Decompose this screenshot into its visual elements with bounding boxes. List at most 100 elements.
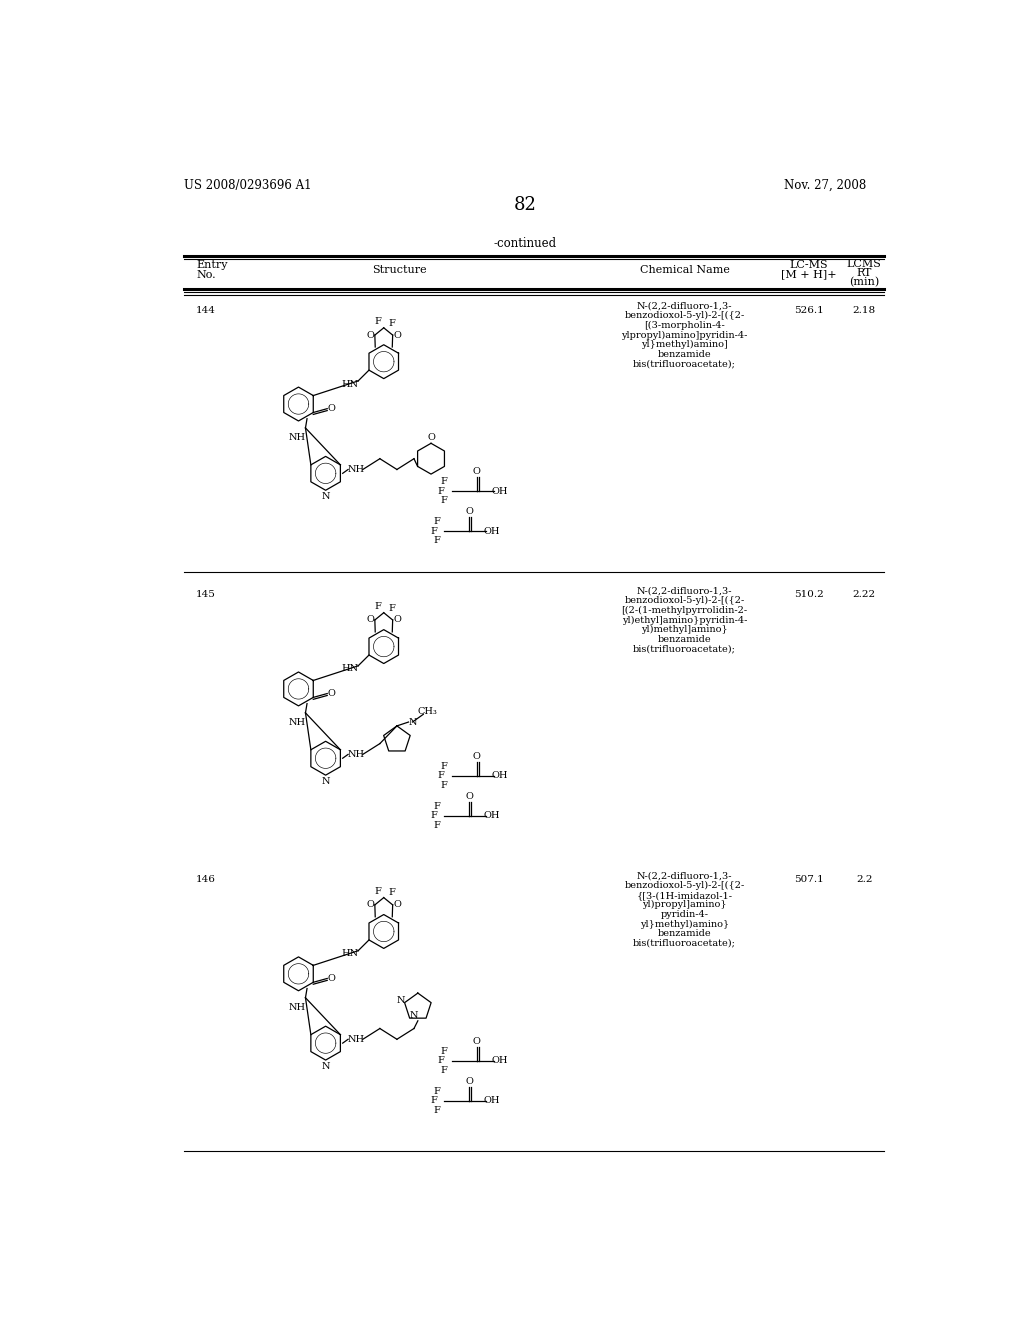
Text: F: F (374, 887, 381, 896)
Text: F: F (374, 602, 381, 611)
Text: [(3-morpholin-4-: [(3-morpholin-4- (644, 321, 725, 330)
Text: O: O (367, 330, 374, 339)
Text: HN: HN (342, 949, 359, 958)
Text: Entry: Entry (197, 260, 227, 271)
Text: bis(trifluoroacetate);: bis(trifluoroacetate); (633, 939, 736, 948)
Text: OH: OH (484, 527, 501, 536)
Text: F: F (433, 536, 440, 545)
Text: CH₃: CH₃ (418, 706, 438, 715)
Text: F: F (374, 317, 381, 326)
Text: 145: 145 (197, 590, 216, 599)
Text: yl}methyl)amino]: yl}methyl)amino] (641, 341, 728, 350)
Text: O: O (367, 900, 374, 909)
Text: N: N (396, 995, 404, 1005)
Text: benzamide: benzamide (657, 929, 712, 939)
Text: HN: HN (342, 380, 359, 388)
Text: HN: HN (342, 664, 359, 673)
Text: N-(2,2-difluoro-1,3-: N-(2,2-difluoro-1,3- (637, 871, 732, 880)
Text: pyridin-4-: pyridin-4- (660, 909, 709, 919)
Text: N: N (322, 492, 330, 500)
Text: O: O (393, 900, 401, 909)
Text: F: F (433, 803, 440, 812)
Text: F: F (430, 1097, 437, 1105)
Text: NH: NH (289, 718, 305, 727)
Text: No.: No. (197, 269, 216, 280)
Text: bis(trifluoroacetate);: bis(trifluoroacetate); (633, 359, 736, 368)
Text: LCMS: LCMS (847, 259, 882, 269)
Text: F: F (440, 478, 447, 486)
Text: F: F (433, 1088, 440, 1096)
Text: O: O (465, 507, 473, 516)
Text: (min): (min) (849, 277, 880, 288)
Text: 526.1: 526.1 (794, 306, 823, 314)
Text: F: F (440, 1047, 447, 1056)
Text: OH: OH (484, 1097, 501, 1105)
Text: O: O (393, 615, 401, 624)
Text: 2.22: 2.22 (853, 590, 876, 599)
Text: O: O (465, 792, 473, 801)
Text: OH: OH (484, 812, 501, 821)
Text: F: F (440, 780, 447, 789)
Text: O: O (367, 615, 374, 624)
Text: bis(trifluoroacetate);: bis(trifluoroacetate); (633, 644, 736, 653)
Text: O: O (473, 752, 480, 762)
Text: OH: OH (492, 1056, 508, 1065)
Text: Structure: Structure (372, 265, 427, 275)
Text: NH: NH (347, 750, 365, 759)
Text: O: O (328, 404, 336, 413)
Text: benzodioxol-5-yl)-2-[({2-: benzodioxol-5-yl)-2-[({2- (625, 312, 744, 321)
Text: F: F (437, 487, 444, 495)
Text: N-(2,2-difluoro-1,3-: N-(2,2-difluoro-1,3- (637, 302, 732, 310)
Text: benzamide: benzamide (657, 635, 712, 644)
Text: O: O (328, 974, 336, 983)
Text: 144: 144 (197, 306, 216, 314)
Text: F: F (433, 821, 440, 830)
Text: N: N (410, 1011, 418, 1020)
Text: US 2008/0293696 A1: US 2008/0293696 A1 (183, 178, 311, 191)
Text: 2.18: 2.18 (853, 306, 876, 314)
Text: O: O (473, 1038, 480, 1045)
Text: F: F (440, 762, 447, 771)
Text: yl)ethyl]amino}pyridin-4-: yl)ethyl]amino}pyridin-4- (622, 615, 748, 624)
Text: RT: RT (856, 268, 872, 279)
Text: 82: 82 (513, 195, 537, 214)
Text: benzodioxol-5-yl)-2-[({2-: benzodioxol-5-yl)-2-[({2- (625, 597, 744, 606)
Text: F: F (440, 496, 447, 504)
Text: benzamide: benzamide (657, 350, 712, 359)
Text: N: N (322, 1061, 330, 1071)
Text: N: N (409, 718, 417, 726)
Text: ylpropyl)amino]pyridin-4-: ylpropyl)amino]pyridin-4- (622, 330, 748, 339)
Text: NH: NH (289, 433, 305, 442)
Text: F: F (388, 318, 395, 327)
Text: O: O (328, 689, 336, 698)
Text: yl)methyl]amino}: yl)methyl]amino} (641, 626, 728, 634)
Text: {[3-(1H-imidazol-1-: {[3-(1H-imidazol-1- (637, 891, 732, 900)
Text: F: F (430, 812, 437, 821)
Text: NH: NH (347, 465, 365, 474)
Text: benzodioxol-5-yl)-2-[({2-: benzodioxol-5-yl)-2-[({2- (625, 882, 744, 890)
Text: N: N (322, 777, 330, 785)
Text: OH: OH (492, 771, 508, 780)
Text: NH: NH (289, 1003, 305, 1012)
Text: [M + H]+: [M + H]+ (780, 269, 837, 280)
Text: N-(2,2-difluoro-1,3-: N-(2,2-difluoro-1,3- (637, 586, 732, 595)
Text: O: O (465, 1077, 473, 1086)
Text: 2.2: 2.2 (856, 875, 872, 884)
Text: 507.1: 507.1 (794, 875, 823, 884)
Text: NH: NH (347, 1035, 365, 1044)
Text: F: F (433, 1106, 440, 1114)
Text: O: O (427, 433, 435, 442)
Text: LC-MS: LC-MS (790, 260, 827, 271)
Text: -continued: -continued (494, 236, 556, 249)
Text: yl)propyl]amino}: yl)propyl]amino} (642, 900, 727, 909)
Text: F: F (388, 603, 395, 612)
Text: O: O (393, 330, 401, 339)
Text: O: O (473, 467, 480, 477)
Text: yl}methyl)amino}: yl}methyl)amino} (640, 920, 729, 929)
Text: F: F (430, 527, 437, 536)
Text: [(2-(1-methylpyrrolidin-2-: [(2-(1-methylpyrrolidin-2- (622, 606, 748, 615)
Text: F: F (437, 1056, 444, 1065)
Text: F: F (440, 1065, 447, 1074)
Text: 146: 146 (197, 875, 216, 884)
Text: Nov. 27, 2008: Nov. 27, 2008 (783, 178, 866, 191)
